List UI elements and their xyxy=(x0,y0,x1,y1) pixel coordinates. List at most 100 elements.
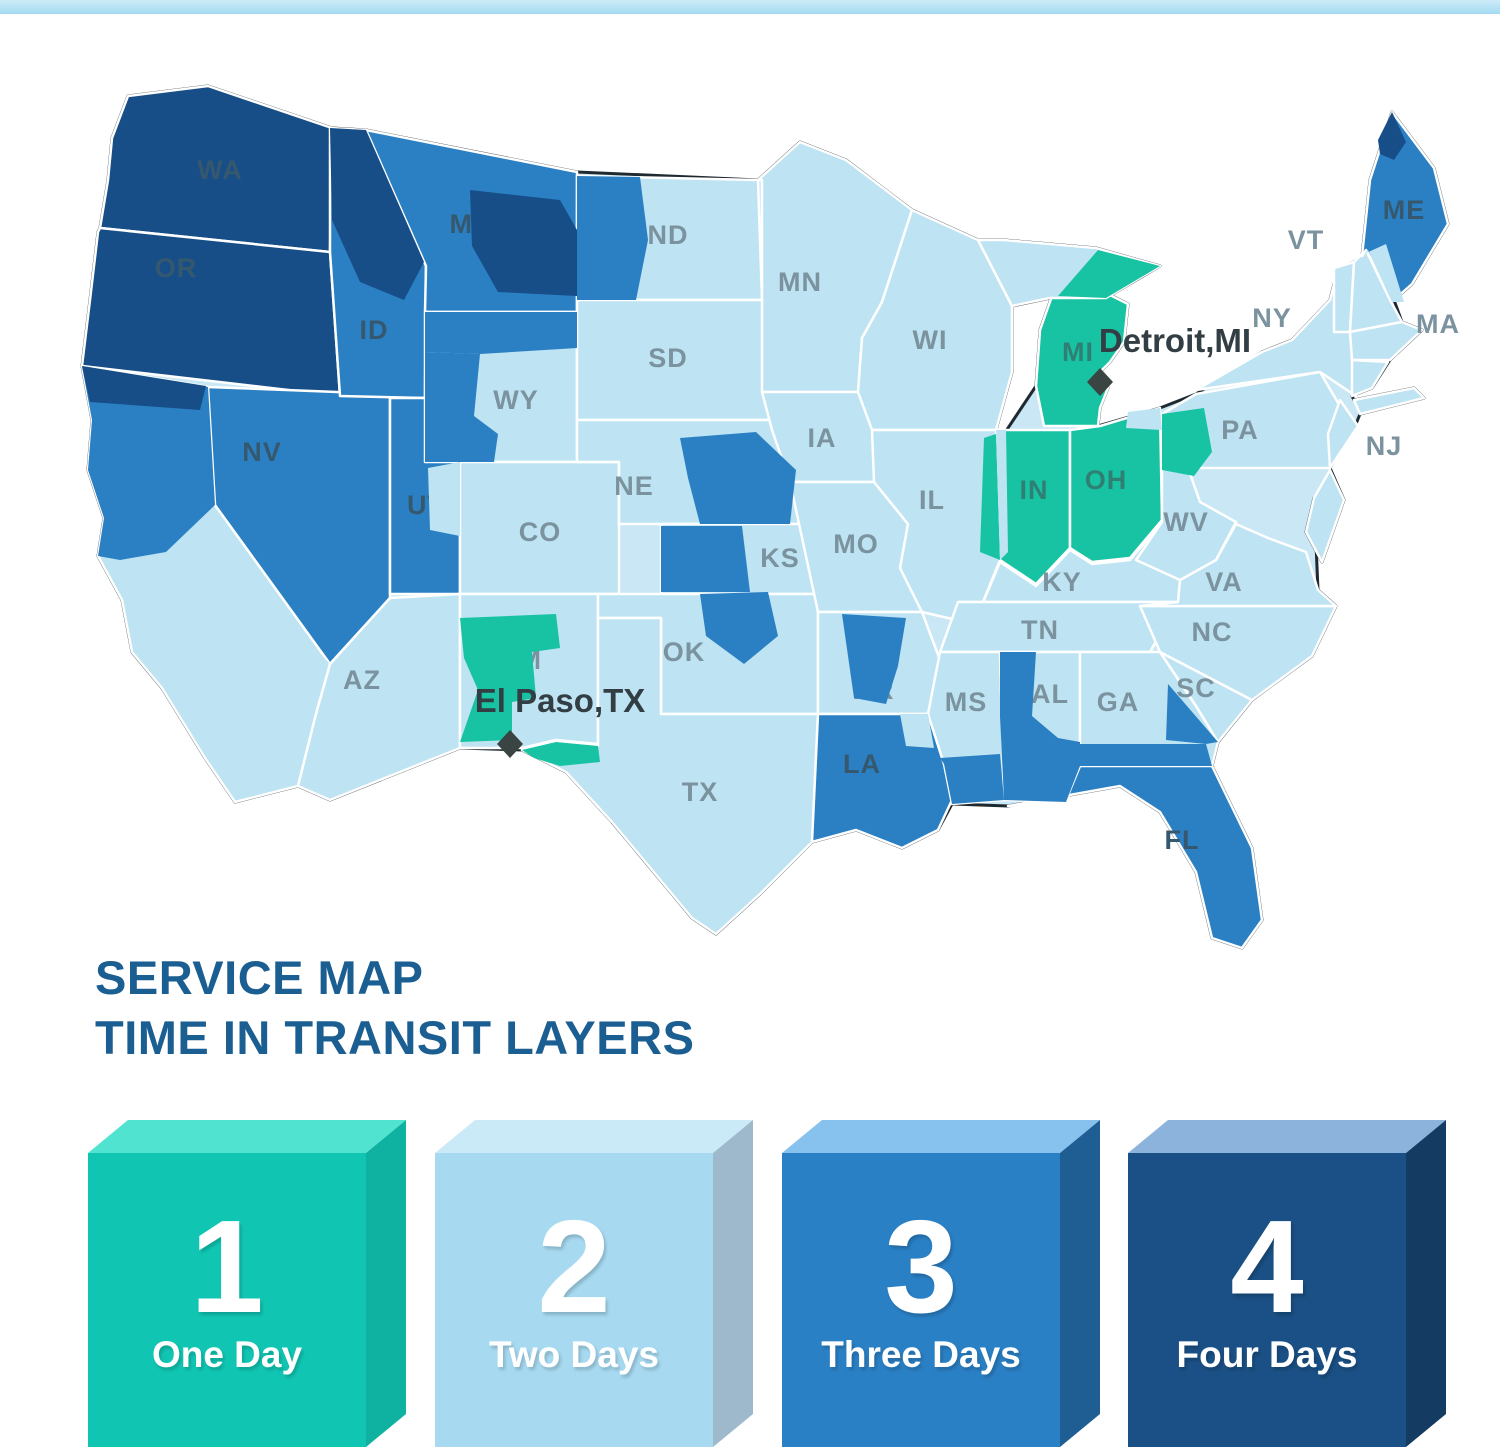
legend-block-2: 2 Two Days xyxy=(435,1120,753,1447)
state-label: TX xyxy=(682,777,719,807)
legend-block-top-face xyxy=(782,1120,1100,1153)
state-label: ID xyxy=(360,315,389,345)
legend-item-three-days: 3 Three Days xyxy=(782,1120,1102,1447)
legend-number: 1 xyxy=(190,1193,263,1340)
state-label: OR xyxy=(155,253,198,283)
state-label: VT xyxy=(1288,225,1325,255)
state-LA: LA xyxy=(810,712,954,850)
state-VT: VT xyxy=(1288,225,1356,334)
state-NJ: NJ xyxy=(1326,398,1401,470)
state-patch-IN-west-2day xyxy=(996,430,1008,560)
title-line-1: SERVICE MAP xyxy=(95,951,424,1004)
state-label: NE xyxy=(614,471,654,501)
marker-detroit: Detroit,MI xyxy=(1087,322,1251,396)
state-label: AZ xyxy=(343,665,381,695)
state-WV: WV xyxy=(1134,466,1238,582)
state-label: MA xyxy=(1416,309,1460,339)
state-patch-NM-1day xyxy=(460,614,560,742)
state-label: MI xyxy=(1062,337,1094,367)
state-label: OH xyxy=(1085,465,1128,495)
legend-item-two-days: 2 Two Days xyxy=(435,1120,755,1447)
legend-block-top-face xyxy=(1128,1120,1446,1153)
state-label: KY xyxy=(1042,567,1082,597)
state-WA: WA xyxy=(98,84,334,254)
state-patch-TX-elpaso-1day xyxy=(522,742,600,766)
marker-detroit-label: Detroit,MI xyxy=(1099,322,1251,359)
state-label: ND xyxy=(648,220,689,250)
state-label: NY xyxy=(1252,303,1292,333)
title-line-2: TIME IN TRANSIT LAYERS xyxy=(95,1011,695,1064)
state-label: NC xyxy=(1192,617,1233,647)
legend-block-front-face xyxy=(88,1153,366,1447)
legend-item-one-day: 1 One Day xyxy=(88,1120,408,1447)
state-patch-LA-ne-2day xyxy=(900,714,934,748)
state-label: VA xyxy=(1205,567,1243,597)
legend-block-top-face xyxy=(435,1120,753,1153)
legend-number: 3 xyxy=(884,1193,957,1340)
state-patch-CA-tip-4day xyxy=(82,366,206,410)
legend-number: 4 xyxy=(1230,1193,1303,1340)
legend-item-four-days: 4 Four Days xyxy=(1128,1120,1448,1447)
state-MA: MA xyxy=(1348,309,1460,362)
service-map-container: WA OR CA NV ID MT WY UT CO AZ NM ND SD N… xyxy=(80,84,1460,950)
state-IA: IA xyxy=(760,390,884,484)
state-patch-GA-south-3day xyxy=(1080,744,1212,766)
state-label: AL xyxy=(1031,679,1069,709)
state-label: WA xyxy=(197,155,243,185)
state-label: FL xyxy=(1165,825,1200,855)
legend-label: Four Days xyxy=(1177,1334,1358,1375)
state-long-island xyxy=(1352,386,1426,416)
state-CO: CO xyxy=(458,460,621,596)
legend-label: Three Days xyxy=(821,1334,1021,1375)
state-label: WY xyxy=(493,385,539,415)
state-patch-OK-3day xyxy=(700,592,778,664)
legend-label: Two Days xyxy=(489,1334,659,1375)
state-label: CO xyxy=(519,517,562,547)
state-patch-NV-south-2day xyxy=(260,618,330,664)
top-accent-bar xyxy=(0,0,1500,14)
state-patch-PA-west-1day xyxy=(1162,408,1212,476)
state-label: WI xyxy=(913,325,948,355)
legend-block-side-face xyxy=(713,1120,753,1447)
legend-block-top-face xyxy=(88,1120,406,1153)
transit-time-legend: 1 One Day 2 Two Days 3 Three Days xyxy=(88,1120,1448,1447)
state-delmarva xyxy=(1304,468,1346,564)
legend-label: One Day xyxy=(152,1334,303,1375)
state-label: IL xyxy=(919,485,945,515)
state-label: IN xyxy=(1020,475,1049,505)
state-OH: OH xyxy=(1068,406,1164,564)
el-paso-diamond-icon xyxy=(497,730,523,758)
state-patch-UT-2day xyxy=(428,462,460,536)
state-CT xyxy=(1350,358,1390,398)
state-patch-IL-east-1day xyxy=(980,434,1000,560)
legend-block-front-face xyxy=(782,1153,1060,1447)
state-patch-CA-north-3day xyxy=(82,366,215,560)
legend-block-1: 1 One Day xyxy=(88,1120,406,1447)
legend-block-side-face xyxy=(1060,1120,1100,1447)
legend-block-front-face xyxy=(1128,1153,1406,1447)
state-patch-MI-upper-1day xyxy=(1058,250,1160,298)
state-SD: SD xyxy=(575,298,780,422)
state-patch-WY-north-3day xyxy=(425,312,577,354)
state-label: KS xyxy=(760,543,800,573)
state-label: MO xyxy=(833,529,879,559)
state-patch-WY-west-3day xyxy=(425,352,498,462)
state-IN: IN xyxy=(994,428,1072,586)
state-TX: TX xyxy=(520,616,820,936)
state-FL: FL xyxy=(1006,764,1264,950)
legend-block-4: 4 Four Days xyxy=(1128,1120,1446,1447)
state-label: GA xyxy=(1097,687,1140,717)
state-patch-GA-coast-3day xyxy=(1166,684,1218,744)
state-NC: NC xyxy=(1138,604,1338,702)
state-patch-OH-ne-2day xyxy=(1126,408,1162,430)
us-map: WA OR CA NV ID MT WY UT CO AZ NM ND SD N… xyxy=(80,84,1460,950)
state-label: PA xyxy=(1221,415,1259,445)
legend-block-side-face xyxy=(1406,1120,1446,1447)
state-patch-ME-sw-2day xyxy=(1364,244,1404,302)
state-label: SD xyxy=(648,343,688,373)
state-patch-ND-3day xyxy=(577,176,648,300)
marker-el-paso-label: El Paso,TX xyxy=(475,682,646,719)
state-patch-AR-3day xyxy=(842,614,906,704)
legend-block-3: 3 Three Days xyxy=(782,1120,1100,1447)
state-patch-MS-south-3day xyxy=(940,754,1004,804)
